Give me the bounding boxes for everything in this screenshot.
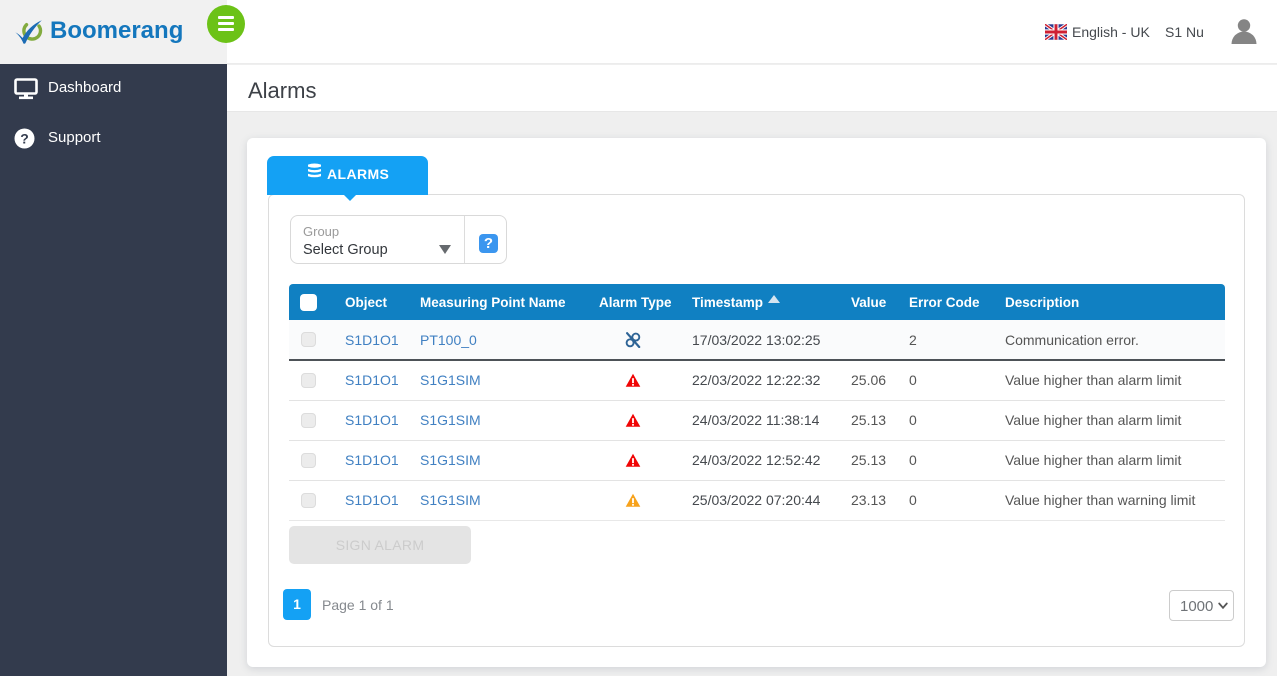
svg-text:?: ? xyxy=(20,131,29,147)
